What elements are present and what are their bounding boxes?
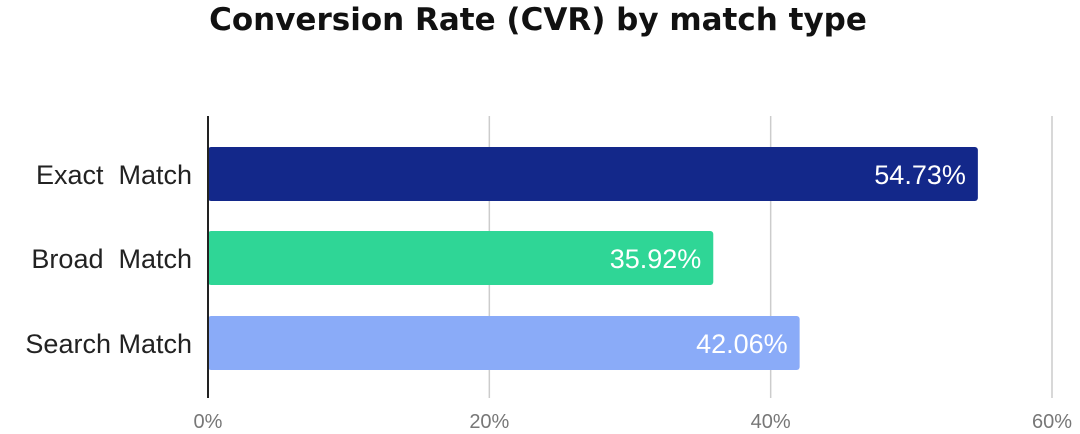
x-tick-label: 40% — [751, 411, 791, 433]
x-tick-label: 60% — [1032, 411, 1072, 433]
category-labels: Exact Match Broad Match Search Match — [25, 160, 192, 359]
bar — [208, 147, 978, 201]
bar-value-label: 42.06% — [696, 329, 788, 359]
x-axis-ticks: 0% 20% 40% 60% — [194, 411, 1073, 433]
bar — [208, 316, 800, 370]
x-tick-label: 20% — [469, 411, 509, 433]
category-label: Broad Match — [31, 244, 192, 274]
bar — [208, 231, 714, 285]
category-label: Search Match — [25, 329, 192, 359]
bars: 54.73% 35.92% 42.06% — [208, 147, 978, 370]
category-label: Exact Match — [36, 160, 192, 190]
bar-value-label: 54.73% — [874, 160, 966, 190]
x-tick-label: 0% — [194, 411, 223, 433]
chart-title: Conversion Rate (CVR) by match type — [209, 2, 867, 38]
bar-value-label: 35.92% — [610, 244, 702, 274]
